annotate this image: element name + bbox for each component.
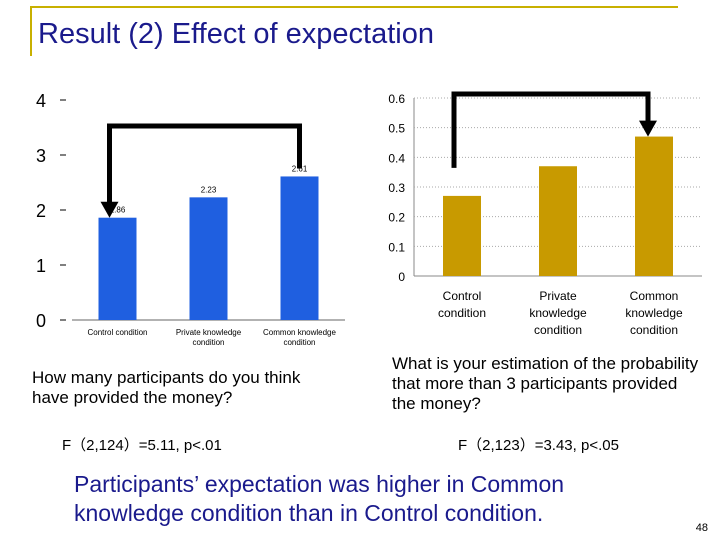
right-ytick-label: 0.6 — [388, 92, 405, 106]
right-ytick-label: 0.2 — [388, 211, 405, 225]
right-bar — [635, 136, 673, 276]
page-number: 48 — [695, 522, 708, 534]
caption-left: How many participants do you think have … — [32, 368, 301, 407]
right-category-label: condition — [534, 323, 582, 337]
right-comparison-arrow-line — [451, 91, 651, 168]
stat-right: F（2,123）=3.43, p<.05 — [458, 437, 619, 454]
left-category-label: Private knowledge — [176, 328, 242, 337]
right-category-label: Control — [443, 289, 482, 303]
left-comparison-arrow-line — [107, 123, 302, 204]
conclusion-text: Participants’ expectation was higher in … — [74, 471, 565, 526]
left-bar-value-label: 2.23 — [201, 185, 217, 194]
right-ytick-label: 0.4 — [388, 151, 405, 165]
left-bar — [280, 176, 319, 320]
left-ytick-label: 1 — [36, 256, 46, 276]
left-bar-value-label: 1.86 — [110, 206, 126, 215]
right-bar — [443, 195, 481, 276]
top-decoration-line — [30, 6, 678, 8]
left-comparison-arrow-head — [100, 201, 119, 218]
right-category-label: condition — [630, 323, 678, 337]
left-bar — [98, 217, 137, 320]
right-ytick-label: 0.5 — [388, 122, 405, 136]
left-ytick-label: 4 — [36, 91, 46, 111]
right-category-label: condition — [438, 306, 486, 320]
left-ytick-label: 2 — [36, 201, 46, 221]
left-category-label: condition — [192, 338, 224, 347]
left-category-label: Common knowledge — [263, 328, 336, 337]
right-comparison-arrow-head — [639, 120, 657, 137]
right-category-label: knowledge — [529, 306, 587, 320]
right-ytick-label: 0.1 — [388, 240, 405, 254]
right-category-label: Common — [630, 289, 679, 303]
caption-right: What is your estimation of the probabili… — [392, 354, 699, 413]
left-category-label: condition — [283, 338, 315, 347]
left-category-label: Control condition — [87, 328, 147, 337]
slide-title: Result (2) Effect of expectation — [38, 18, 435, 50]
left-bar — [189, 197, 228, 320]
left-decoration-line — [30, 6, 32, 56]
right-ytick-label: 0.3 — [388, 181, 405, 195]
right-bar — [539, 166, 577, 276]
left-ytick-label: 3 — [36, 146, 46, 166]
right-category-label: knowledge — [625, 306, 683, 320]
stat-left: F（2,124）=5.11, p<.01 — [62, 437, 222, 454]
left-bar-value-label: 2.61 — [292, 164, 308, 173]
left-ytick-label: 0 — [36, 311, 46, 331]
right-category-label: Private — [539, 289, 577, 303]
right-ytick-label: 0 — [398, 270, 405, 284]
